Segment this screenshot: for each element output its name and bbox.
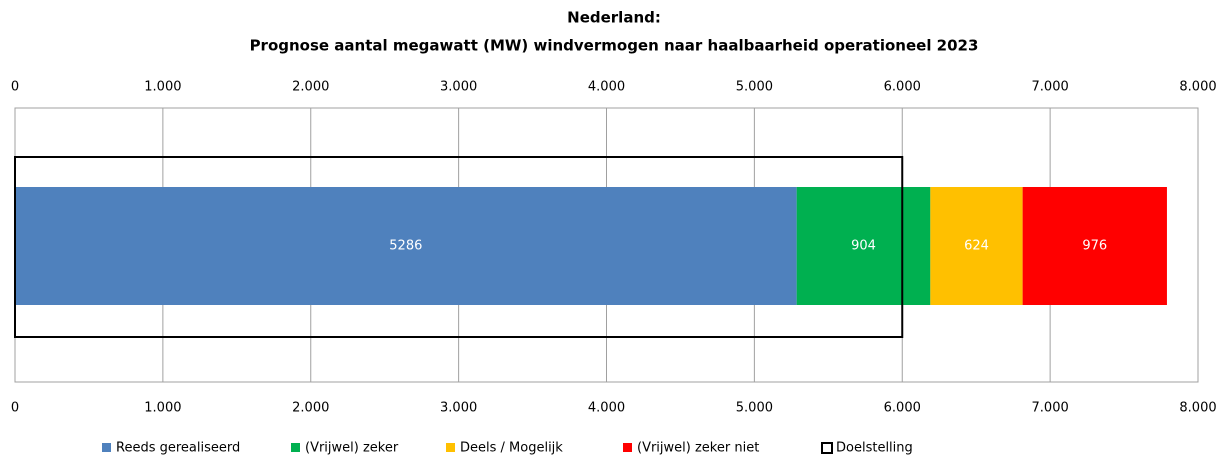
data-label: 976 — [1082, 239, 1107, 254]
legend-swatch — [623, 443, 632, 452]
bar-segment — [796, 187, 931, 305]
legend-swatch — [102, 443, 111, 452]
legend-swatch — [446, 443, 455, 452]
x-tick-label-top: 2.000 — [292, 80, 329, 95]
x-tick-label-top: 0 — [11, 80, 19, 95]
x-tick-label-bottom: 7.000 — [1032, 401, 1069, 416]
x-tick-label-bottom: 0 — [11, 401, 19, 416]
x-tick-label-top: 8.000 — [1179, 80, 1216, 95]
target-box — [14, 156, 904, 338]
legend-label: (Vrijwel) zeker niet — [637, 441, 759, 456]
x-tick-label-top: 3.000 — [440, 80, 477, 95]
x-tick-label-bottom: 1.000 — [144, 401, 181, 416]
chart-subtitle: Prognose aantal megawatt (MW) windvermog… — [250, 37, 979, 55]
legend-label: Deels / Mogelijk — [460, 441, 563, 456]
chart-title: Nederland: — [567, 9, 661, 27]
legend-label: (Vrijwel) zeker — [305, 441, 399, 456]
bar-segment — [15, 187, 797, 305]
bar-segment — [930, 187, 1023, 305]
data-label: 904 — [851, 239, 876, 254]
x-tick-label-bottom: 6.000 — [884, 401, 921, 416]
x-tick-label-top: 7.000 — [1032, 80, 1069, 95]
x-tick-label-bottom: 4.000 — [588, 401, 625, 416]
x-tick-label-bottom: 5.000 — [736, 401, 773, 416]
x-tick-label-top: 6.000 — [884, 80, 921, 95]
data-label: 5286 — [389, 239, 422, 254]
x-tick-label-bottom: 8.000 — [1179, 401, 1216, 416]
x-tick-label-top: 4.000 — [588, 80, 625, 95]
legend-swatch — [821, 442, 833, 454]
legend-label: Reeds gerealiseerd — [116, 441, 240, 456]
x-tick-label-top: 1.000 — [144, 80, 181, 95]
legend-label: Doelstelling — [836, 441, 913, 456]
x-tick-label-top: 5.000 — [736, 80, 773, 95]
x-tick-label-bottom: 2.000 — [292, 401, 329, 416]
data-label: 624 — [964, 239, 989, 254]
x-tick-label-bottom: 3.000 — [440, 401, 477, 416]
bar-segment — [1022, 187, 1167, 305]
legend-swatch — [291, 443, 300, 452]
